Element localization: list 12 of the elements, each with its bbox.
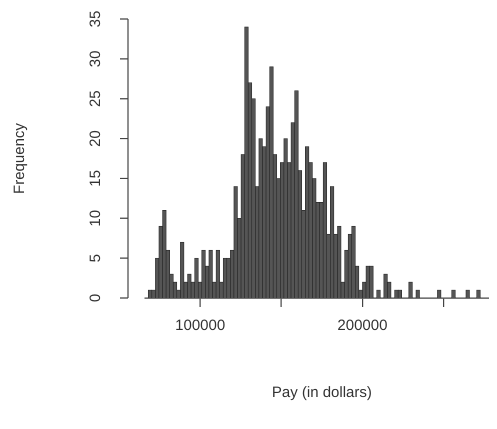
x-tick-label: 200000: [337, 317, 388, 334]
y-tick-label: 0: [87, 294, 104, 302]
y-tick-label: 35: [87, 10, 104, 28]
x-axis-title: Pay (in dollars): [272, 384, 372, 402]
y-tick-label: 10: [87, 210, 104, 227]
y-tick-label: 20: [87, 130, 104, 147]
x-tick-label: 100000: [175, 317, 226, 334]
y-tick-label: 25: [87, 90, 104, 108]
y-tick-label: 5: [87, 254, 104, 262]
y-tick-label: 30: [87, 50, 104, 68]
y-tick-label: 15: [87, 170, 104, 187]
y-axis-title: Frequency: [11, 122, 28, 194]
